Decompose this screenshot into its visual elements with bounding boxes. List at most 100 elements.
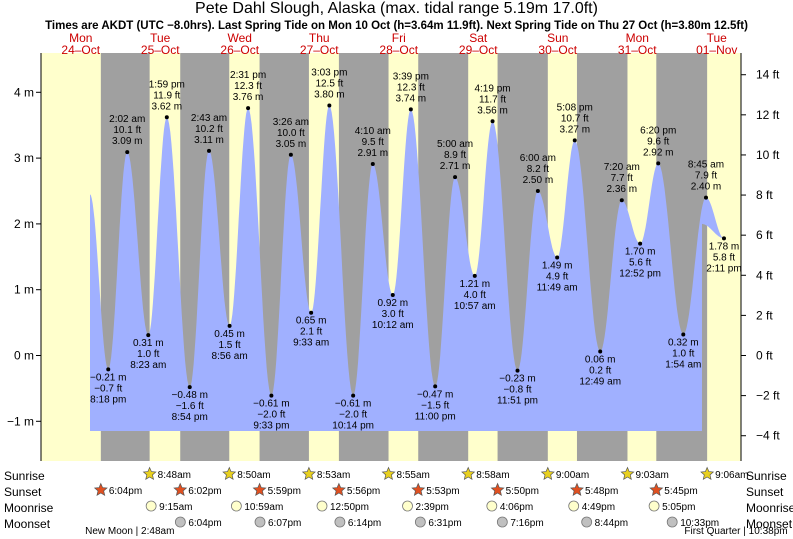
high-tide-label: 2.40 m [691, 182, 722, 193]
low-tide-label: −0.23 m [499, 374, 535, 385]
y-tick-label-ft: −2 ft [756, 389, 780, 403]
moonset-time: 8:44pm [595, 518, 628, 529]
sunrise-icon [301, 466, 316, 481]
high-tide-label: 11.7 ft [479, 94, 506, 105]
low-tide-label: 9:33 am [293, 338, 329, 349]
high-tide-label: 6:00 am [520, 153, 556, 164]
low-tide-label: 12:49 am [579, 377, 621, 388]
sunrise-time: 8:58am [476, 470, 509, 481]
tide-point [227, 323, 232, 328]
high-tide-label: 12.3 ft [397, 82, 425, 93]
high-tide-label: 2:02 am [109, 114, 145, 125]
tide-point [681, 332, 686, 337]
tide-point [164, 115, 169, 120]
sunset-time: 5:50pm [506, 486, 539, 497]
low-tide-label: 11:51 pm [497, 396, 538, 407]
low-tide-label: 2:11 pm [706, 263, 741, 274]
high-tide-label: 3:03 pm [311, 67, 347, 78]
tide-point [309, 310, 314, 315]
day-name: Wed [228, 31, 252, 45]
high-tide-label: 2.91 m [358, 148, 389, 159]
tide-point [370, 162, 375, 167]
high-tide-label: 8.2 ft [527, 164, 549, 175]
tide-point [535, 189, 540, 193]
moonset-time: 6:07pm [268, 518, 301, 529]
y-tick-label-m: 4 m [14, 85, 34, 99]
high-tide-label: 4:10 am [355, 126, 391, 137]
low-tide-label: 0.06 m [585, 355, 616, 366]
low-tide-label: 4.0 ft [464, 290, 486, 301]
chart-title: Pete Dahl Slough, Alaska (max. tidal ran… [195, 0, 598, 17]
moonset-icon [174, 516, 186, 528]
low-tide-label: 0.2 ft [589, 366, 611, 377]
tide-point [703, 195, 708, 200]
tide-point [246, 106, 251, 111]
high-tide-label: 3.80 m [314, 89, 345, 100]
tide-area [90, 105, 724, 431]
moonrise-time: 5:05pm [662, 502, 695, 513]
sunset-time: 5:48pm [585, 486, 618, 497]
high-tide-label: 10.0 ft [277, 128, 305, 139]
moonset-time: 10:33pm [680, 518, 719, 529]
high-tide-label: 4:19 pm [474, 83, 510, 94]
moonset-icon [666, 516, 678, 528]
moonrise-icon [648, 500, 660, 512]
low-tide-label: 1.70 m [625, 247, 656, 258]
sunset-icon [93, 482, 108, 497]
day-date: 29–Oct [459, 43, 498, 57]
chart-subtitle: Times are AKDT (UTC −8.0hrs). Last Sprin… [45, 20, 748, 32]
day-date: 26–Oct [220, 43, 259, 57]
y-tick-label-ft: −4 ft [756, 429, 780, 443]
low-tide-label: 8:18 pm [90, 394, 126, 405]
low-tide-label: 10:57 am [454, 301, 496, 312]
high-tide-label: 10.2 ft [195, 124, 223, 135]
day-name: Fri [392, 31, 406, 45]
high-tide-label: 3:26 am [273, 117, 309, 128]
sunset-time: 5:59pm [268, 486, 301, 497]
low-tide-label: 1.5 ft [218, 340, 240, 351]
day-date: 25–Oct [141, 43, 180, 57]
sunrise-time: 8:48am [158, 470, 191, 481]
sunrise-icon [540, 466, 555, 481]
tide-point [433, 384, 438, 389]
high-tide-label: 12.5 ft [315, 78, 343, 89]
day-date: 27–Oct [300, 43, 339, 57]
low-tide-label: 10:12 am [372, 320, 414, 331]
sunset-time: 5:45pm [664, 486, 697, 497]
moonrise-time: 4:49pm [582, 502, 615, 513]
sunset-icon [252, 482, 267, 497]
tide-point [638, 241, 643, 246]
y-tick-label-ft: 0 ft [756, 349, 773, 363]
low-tide-label: 11:49 am [537, 282, 578, 293]
low-tide-label: 0.31 m [133, 338, 164, 349]
moonset-icon [334, 516, 346, 528]
low-tide-label: 12:52 pm [619, 269, 661, 280]
y-tick-label-ft: 6 ft [756, 228, 773, 242]
moonset-time: 6:04pm [188, 518, 221, 529]
moonset-label-left: Moonset [4, 517, 51, 531]
moonset-time: 6:31pm [428, 518, 461, 529]
moonset-icon [414, 516, 426, 528]
sunrise-icon [222, 466, 237, 481]
day-name: Mon [626, 31, 649, 45]
high-tide-label: 9.6 ft [647, 136, 669, 147]
high-tide-label: 3.74 m [396, 93, 427, 104]
high-tide-label: 2.92 m [643, 147, 674, 158]
tide-point [390, 292, 395, 297]
tide-point [106, 367, 111, 372]
y-tick-label-m: 0 m [14, 349, 34, 363]
low-tide-label: 8:23 am [130, 360, 166, 371]
low-tide-label: −0.7 ft [94, 383, 122, 394]
tide-point [269, 393, 274, 398]
day-headers: Mon24–OctTue25–OctWed26–OctThu27–OctFri2… [61, 31, 737, 57]
moonset-icon [581, 516, 593, 528]
moonset-label-right: Moonset [746, 517, 793, 531]
high-tide-label: 3.05 m [276, 139, 307, 150]
tide-point [515, 368, 520, 373]
low-tide-label: −1.5 ft [421, 400, 449, 411]
low-tide-label: −0.47 m [417, 389, 453, 400]
moonset-time: 7:16pm [510, 518, 543, 529]
tide-point [555, 255, 560, 260]
